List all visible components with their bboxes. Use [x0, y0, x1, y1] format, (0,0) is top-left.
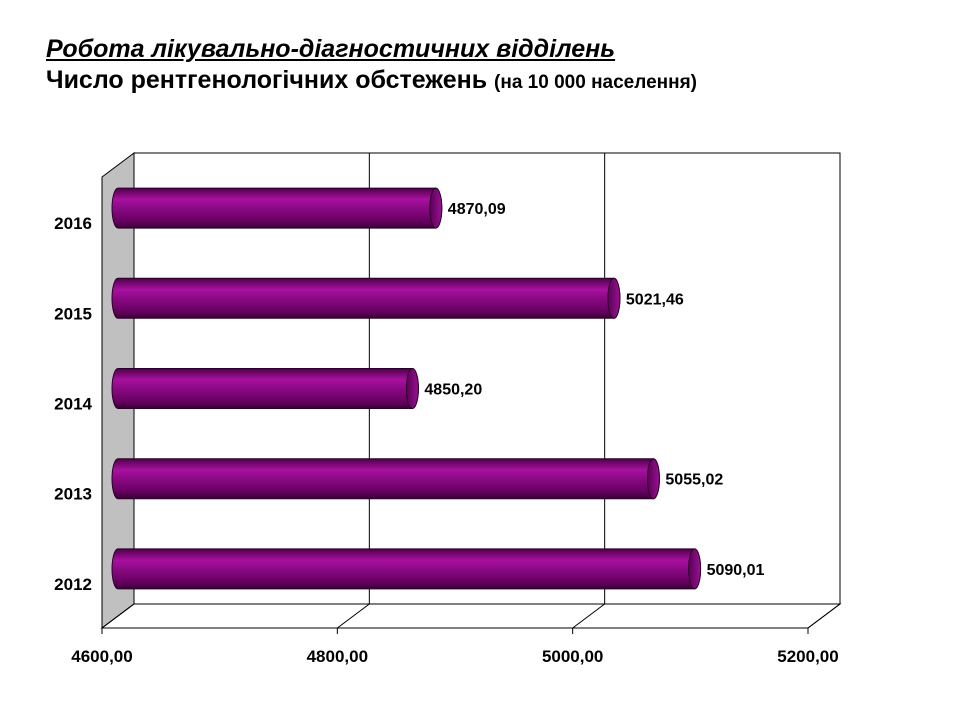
bar: [111, 277, 621, 319]
bar-end-cap: [429, 187, 443, 229]
data-label: 5090,01: [707, 562, 765, 579]
chart-floor: [100, 603, 842, 629]
bar-end-cap: [405, 368, 419, 409]
y-tick-label: 2014: [54, 395, 92, 414]
bar-end-cap: [688, 548, 702, 590]
x-tick-label: 5000,00: [542, 647, 603, 666]
chart-title-block: Робота лікувально-діагностичних відділен…: [46, 34, 926, 99]
x-tick-label: 4600,00: [71, 647, 132, 666]
bar-end-cap: [607, 277, 621, 319]
x-tick-label: 4800,00: [307, 647, 368, 666]
floor-gridline: [337, 603, 370, 629]
bar-end-cap: [646, 458, 660, 500]
chart-subtitle: Число рентгенологічних обстежень (на 10 …: [46, 64, 926, 99]
bar: [111, 368, 419, 409]
bar: [111, 187, 443, 229]
y-tick-label: 2016: [54, 214, 92, 233]
chart-title: Робота лікувально-діагностичних відділен…: [46, 35, 616, 63]
chart-subtitle-main: Число рентгенологічних обстежень: [46, 66, 488, 94]
data-label: 5021,46: [626, 291, 684, 308]
y-tick-label: 2012: [54, 575, 92, 594]
floor-gridline: [101, 603, 135, 629]
data-label: 4870,09: [448, 201, 506, 218]
chart-subtitle-unit: (на 10 000 населення): [494, 72, 698, 93]
data-label: 5055,02: [665, 472, 723, 489]
floor-gridline: [572, 603, 605, 629]
y-tick-label: 2013: [54, 485, 92, 504]
x-tick-label: 5200,00: [777, 647, 838, 666]
y-tick-label: 2015: [54, 304, 92, 323]
bar: [111, 548, 702, 590]
data-label: 4850,20: [424, 382, 482, 399]
floor-gridline: [807, 603, 841, 629]
bar: [111, 458, 660, 500]
